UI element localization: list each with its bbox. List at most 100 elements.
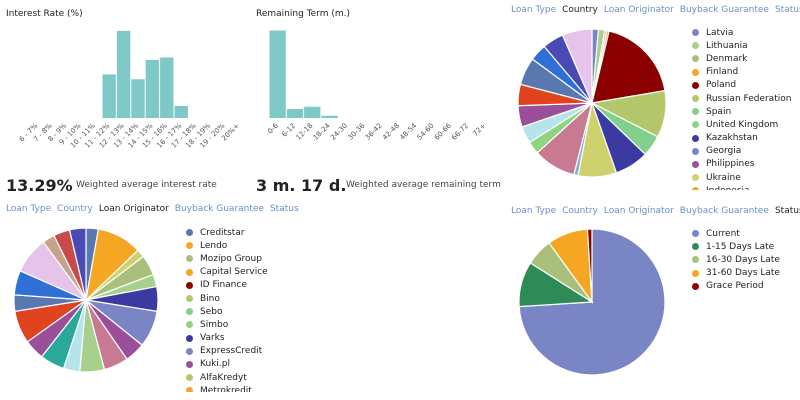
country-panel-tabs: Loan Type Country Loan Originator Buyback G…	[511, 5, 800, 15]
legend-item[interactable]: Lithuania	[692, 39, 800, 52]
legend-label: Metrokredit	[200, 385, 252, 392]
legend-item[interactable]: United Kingdom	[692, 118, 800, 131]
legend-label: 1-15 Days Late	[706, 241, 775, 252]
tab-buyback-guarantee[interactable]: Buyback Guarantee	[679, 5, 769, 15]
tab-loan-originator[interactable]: Loan Originator	[603, 206, 674, 216]
histogram-bar	[160, 57, 174, 118]
histogram-bar	[145, 59, 160, 118]
legend-dot-icon	[692, 108, 699, 116]
pie-slice[interactable]	[586, 228, 593, 303]
legend-item[interactable]: ID Finance	[186, 279, 306, 292]
tab-loan-type[interactable]: Loan Type	[6, 204, 52, 214]
histogram-bar	[116, 30, 131, 119]
interest-rate-label: Weighted average interest rate	[76, 180, 217, 190]
tab-country[interactable]: Country	[562, 5, 598, 15]
legend-dot-icon	[186, 387, 193, 392]
remaining-term-label: Weighted average remaining term	[346, 180, 501, 190]
tab-buyback-guarantee[interactable]: Buyback Guarantee	[174, 204, 264, 214]
legend-item[interactable]: 31-60 Days Late	[692, 267, 800, 280]
legend-item[interactable]: 1-15 Days Late	[692, 240, 800, 253]
legend-item[interactable]: Varks	[186, 332, 306, 345]
pie-slice[interactable]	[68, 227, 87, 301]
legend-item[interactable]: Finland	[692, 66, 800, 79]
legend-item[interactable]: Metrokredit	[186, 384, 306, 392]
remaining-term-histogram: 0-6 6-1212-1818-2424-3030-3636-4242-4848-…	[266, 30, 488, 142]
legend-dot-icon	[186, 374, 193, 382]
legend-item[interactable]: Indonesia	[692, 184, 800, 190]
legend-item[interactable]: Current	[692, 227, 800, 240]
legend-item[interactable]: Ukraine	[692, 171, 800, 184]
legend-item[interactable]: Lendo	[186, 239, 306, 252]
tab-status[interactable]: Status	[269, 204, 299, 214]
legend-item[interactable]: Mozipo Group	[186, 252, 306, 265]
legend-item[interactable]: Grace Period	[692, 280, 800, 293]
tab-status[interactable]: Status	[774, 206, 800, 216]
legend-item[interactable]: Russian Federation	[692, 92, 800, 105]
legend-item[interactable]: Philippines	[692, 158, 800, 171]
histogram-tick-label: 30-36	[346, 121, 366, 141]
histogram-bar	[131, 79, 145, 118]
legend-label: Varks	[200, 333, 225, 344]
histogram-tick-label: 42-48	[381, 122, 401, 142]
legend-item[interactable]: Sebo	[186, 305, 306, 318]
legend-label: Mozipo Group	[200, 253, 262, 264]
remaining-term-value: 3 m. 17 d.	[256, 176, 347, 195]
legend-item[interactable]: Kazakhstan	[692, 132, 800, 145]
legend-dot-icon	[186, 360, 193, 368]
legend-label: Kuki.pl	[200, 359, 230, 370]
histogram-tick-label: 72+	[471, 122, 487, 138]
legend-label: ID Finance	[200, 280, 247, 291]
tab-loan-type[interactable]: Loan Type	[511, 206, 557, 216]
legend-label: 31-60 Days Late	[706, 268, 780, 279]
legend-dot-icon	[186, 334, 193, 342]
legend-item[interactable]: Latvia	[692, 26, 800, 39]
legend-label: Lithuania	[706, 40, 748, 51]
interest-rate-title: Interest Rate (%)	[6, 9, 83, 19]
legend-item[interactable]: Kuki.pl	[186, 358, 306, 371]
tab-country[interactable]: Country	[562, 206, 598, 216]
histogram-tick-label: 24-30	[329, 122, 349, 142]
legend-item[interactable]: 16-30 Days Late	[692, 253, 800, 266]
legend-item[interactable]: Creditstar	[186, 226, 306, 239]
legend-label: Philippines	[706, 159, 755, 170]
histogram-tick-label: 48-54	[398, 121, 418, 141]
originator-panel-tabs: Loan Type Country Loan Originator Buyback G…	[6, 204, 305, 214]
histogram-bar	[269, 30, 286, 118]
legend-item[interactable]: AlfaKredyt	[186, 371, 306, 384]
tab-status[interactable]: Status	[774, 5, 800, 15]
pie-slice[interactable]	[591, 30, 666, 104]
interest-rate-value: 13.29%	[6, 176, 73, 195]
histogram-tick-label: 66-72	[450, 122, 470, 142]
legend-item[interactable]: ExpressCredit	[186, 345, 306, 358]
tab-loan-originator[interactable]: Loan Originator	[98, 204, 169, 214]
legend-dot-icon	[692, 55, 699, 63]
legend-item[interactable]: Spain	[692, 105, 800, 118]
legend-label: ExpressCredit	[200, 346, 263, 357]
legend-item[interactable]: Denmark	[692, 52, 800, 65]
tab-loan-type[interactable]: Loan Type	[511, 5, 557, 15]
legend-dot-icon	[692, 42, 699, 50]
country-pie-chart	[517, 28, 667, 178]
legend-item[interactable]: Simbo	[186, 318, 306, 331]
legend-dot-icon	[692, 174, 699, 182]
pie-slice[interactable]	[561, 28, 593, 104]
originator-pie-chart	[13, 227, 159, 373]
tab-buyback-guarantee[interactable]: Buyback Guarantee	[679, 206, 769, 216]
legend-label: Georgia	[706, 146, 742, 157]
legend-item[interactable]: Bino	[186, 292, 306, 305]
legend-label: Grace Period	[706, 281, 764, 292]
legend-dot-icon	[692, 187, 699, 190]
tab-loan-originator[interactable]: Loan Originator	[603, 5, 674, 15]
legend-dot-icon	[692, 147, 699, 155]
legend-label: Sebo	[200, 306, 223, 317]
histogram-bar	[174, 105, 188, 118]
legend-label: Denmark	[706, 53, 748, 64]
country-legend: Latvia Lithuania Denmark Finland Poland Russi…	[692, 26, 800, 190]
status-panel-tabs: Loan Type Country Loan Originator Buyback G…	[511, 206, 800, 216]
legend-item[interactable]: Poland	[692, 79, 800, 92]
legend-label: Bino	[200, 293, 220, 304]
tab-country[interactable]: Country	[57, 204, 93, 214]
legend-item[interactable]: Georgia	[692, 145, 800, 158]
originator-legend: Creditstar Lendo Mozipo Group Capital Servi…	[186, 226, 306, 392]
legend-item[interactable]: Capital Service	[186, 266, 306, 279]
